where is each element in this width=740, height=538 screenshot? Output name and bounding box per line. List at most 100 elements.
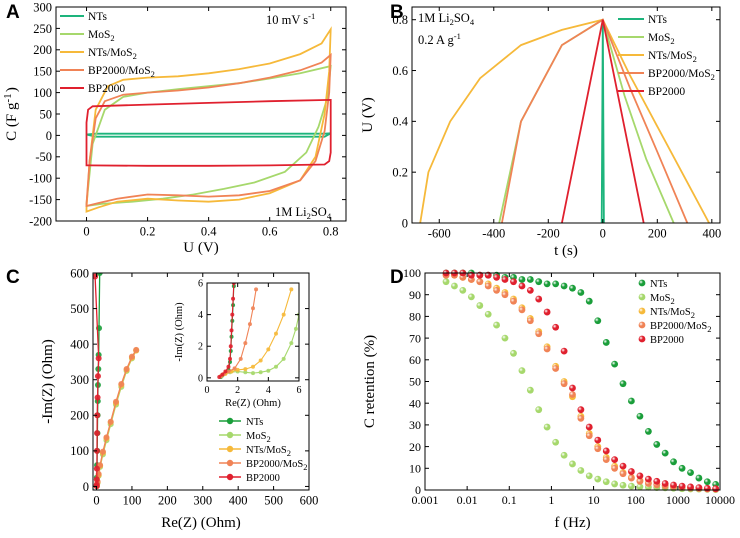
retention-point	[611, 360, 619, 368]
y-tick-label: 500	[70, 302, 89, 316]
retention-point	[459, 286, 467, 294]
nyquist-point	[103, 434, 110, 441]
retention-point	[619, 380, 627, 388]
retention-point	[678, 482, 686, 490]
y-tick-label: 0.6	[392, 64, 408, 78]
cv-series-bp2000	[85, 98, 332, 167]
plot-frame	[206, 282, 300, 382]
x-tick-label: 2	[235, 385, 240, 396]
annotation-electrolyte: 1M Li2SO4	[275, 205, 332, 221]
y-tick-label: 50	[409, 375, 421, 389]
legend-marker	[226, 417, 234, 425]
retention-point	[636, 477, 644, 485]
retention-point	[653, 477, 661, 485]
y-tick-label: 250	[33, 22, 52, 36]
legend-marker	[638, 335, 646, 343]
legend: NTs MoS2 NTs/MoS2 BP2000/MoS2 BP2000	[219, 417, 307, 484]
retention-point	[611, 480, 619, 488]
legend: NTs MoS2 NTs/MoS2 BP2000/MoS2 BP2000	[60, 11, 155, 95]
legend-marker	[638, 307, 646, 315]
retention-point	[628, 468, 635, 475]
inset-x-label: Re(Z) (Ohm)	[225, 398, 281, 409]
x-tick-label: 0	[83, 225, 89, 239]
inset-point	[231, 296, 236, 301]
nyquist-point	[128, 353, 135, 360]
panel-letter-d: D	[390, 267, 404, 288]
x-tick-label: -600	[428, 227, 451, 241]
panel-B: -600 -400 -200 0 200 400 0 0.2 0.4 0.6 0.8Bt (s) U …	[360, 2, 721, 259]
retention-point	[602, 339, 610, 346]
retention-point	[552, 280, 560, 288]
inset-point	[258, 370, 263, 375]
x-tick-label: 600	[300, 494, 319, 508]
y-tick-label: 0	[46, 129, 52, 143]
y-tick-label: 600	[70, 266, 89, 280]
nyquist-point	[94, 412, 101, 419]
y-tick-label: 4	[198, 310, 203, 321]
inset-point	[293, 326, 298, 331]
retention-point	[636, 472, 644, 480]
retention-point	[518, 367, 526, 375]
panel-D: 0.001 0.01 0.1 1 10 100 1000 10000 0 10 20 30 40 50 60…	[362, 266, 735, 531]
x-tick-label: 400	[702, 227, 721, 241]
x-tick-label: 6	[297, 385, 302, 396]
legend-marker	[638, 293, 646, 301]
retention-point	[695, 474, 703, 482]
inset-point	[232, 366, 237, 371]
y-tick-label: 200	[33, 43, 52, 57]
retention-point	[552, 365, 560, 372]
x-tick-label: 0.2	[140, 225, 156, 239]
inset-point	[251, 306, 255, 311]
retention-point	[493, 273, 500, 281]
x-tick-label: 400	[229, 494, 248, 508]
retention-point	[619, 481, 627, 489]
retention-point	[543, 345, 551, 353]
inset-y-label: -Im(Z) (Ohm)	[174, 302, 185, 362]
retention-point	[687, 469, 694, 477]
legend-label: MoS2	[650, 293, 676, 306]
retention-point	[501, 291, 509, 299]
y-tick-label: 0.4	[392, 115, 408, 129]
cv-series-nts	[86, 132, 332, 138]
annotation-current: 0.2 A g-1	[418, 31, 462, 47]
nyquist-point	[123, 366, 130, 373]
y-tick-label: 100	[33, 86, 52, 100]
retention-point	[535, 295, 543, 303]
retention-point	[526, 286, 534, 294]
gcd-series-nts-mos2	[419, 18, 710, 223]
y-tick-label: 30	[409, 418, 421, 432]
retention-point	[628, 482, 635, 490]
y-tick-label: -200	[29, 214, 52, 228]
retention-point	[602, 478, 610, 486]
x-tick-label: 0.01	[457, 493, 478, 507]
x-axis-label: Re(Z) (Ohm)	[161, 515, 241, 531]
y-tick-label: 40	[409, 396, 421, 410]
legend-label: NTs	[648, 14, 668, 26]
retention-point	[467, 293, 475, 301]
retention-point	[645, 475, 652, 483]
retention-point	[619, 470, 627, 478]
x-axis-label: f (Hz)	[554, 515, 590, 531]
retention-point	[585, 423, 593, 431]
x-tick-label: 10	[588, 493, 600, 507]
retention-point	[577, 467, 585, 474]
inset-point	[251, 371, 255, 376]
nyquist-point	[107, 418, 114, 425]
retention-point	[543, 308, 551, 316]
gcd-curves	[419, 18, 710, 223]
inset-point	[281, 356, 286, 361]
legend-marker	[638, 321, 646, 329]
inset-point	[230, 312, 235, 317]
gcd-series-nts	[600, 19, 605, 223]
retention-point	[442, 278, 450, 286]
retention-point	[535, 406, 543, 414]
retention-point	[518, 306, 526, 314]
retention-point	[602, 447, 610, 455]
x-axis-label: U (V)	[183, 240, 218, 256]
inset-point	[243, 370, 248, 375]
retention-point	[569, 384, 576, 392]
retention-point	[560, 451, 568, 459]
retention-point	[687, 483, 694, 491]
retention-point	[526, 317, 534, 325]
